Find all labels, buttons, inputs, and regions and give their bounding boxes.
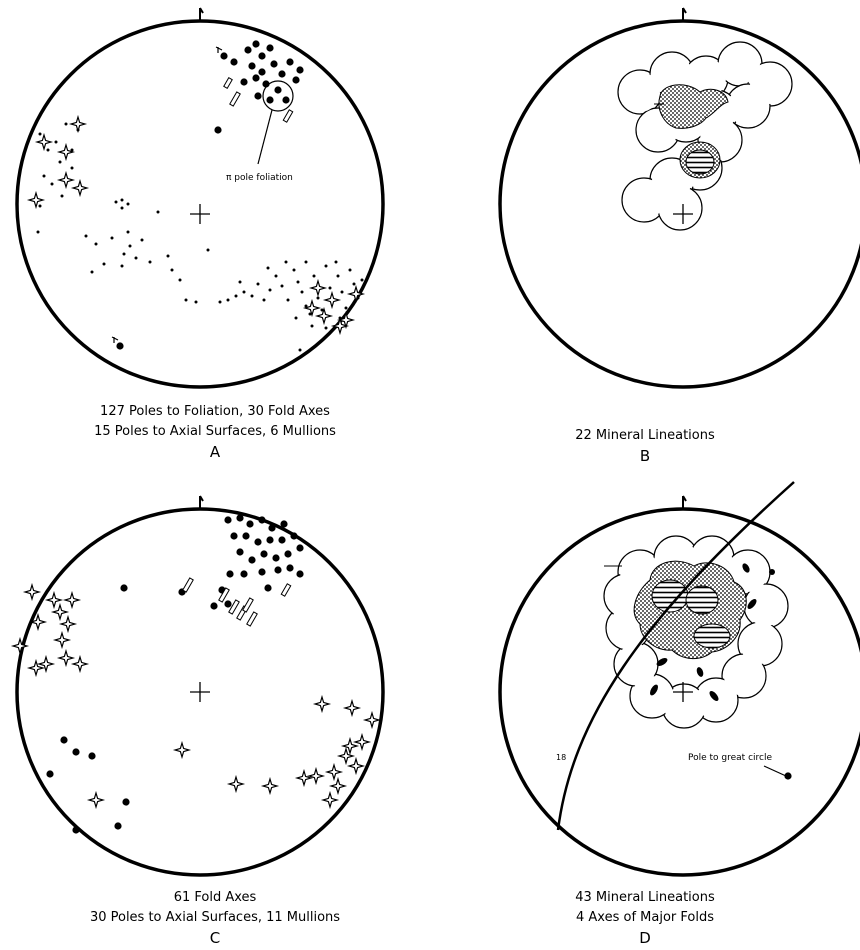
caption-d-line-1: 43 Mineral Lineations: [575, 890, 715, 905]
north-tick-d: [682, 495, 687, 509]
fold-axes-a: [214, 40, 304, 134]
center-cross-d: [673, 682, 693, 702]
stereonet-a: π pole foliation: [15, 7, 385, 389]
caption-a-line-2: 15 Poles to Axial Surfaces, 6 Mullions: [94, 424, 336, 439]
annotation-d: Pole to great circle: [688, 753, 772, 763]
stereonet-d: 18 Pole to great circle: [498, 481, 860, 877]
caption-b-line-1: 22 Mineral Lineations: [575, 428, 715, 443]
great-circle: [556, 481, 795, 831]
stereonet-b: [498, 7, 860, 389]
pole-to-great-circle-point: [784, 772, 792, 780]
panel-letter-b: B: [639, 447, 651, 465]
pi-pole-circle: [262, 80, 294, 112]
center-cross-c: [190, 682, 210, 702]
axial-surface-poles-c: [12, 584, 380, 808]
caption-a-line-1: 127 Poles to Foliation, 30 Fold Axes: [100, 404, 330, 419]
panel-letter-c: C: [209, 929, 221, 947]
caption-d-line-2: 4 Axes of Major Folds: [576, 910, 714, 925]
center-cross-b: [673, 204, 693, 224]
north-tick-a: [199, 7, 204, 21]
plunge-label-d: 18: [556, 753, 566, 762]
caption-a: 127 Poles to Foliation, 30 Fold Axes 15 …: [0, 402, 430, 462]
annotation-a: π pole foliation: [226, 173, 293, 183]
mullions-a: [223, 76, 294, 123]
panel-letter-a: A: [209, 443, 221, 461]
caption-c: 61 Fold Axes 30 Poles to Axial Surfaces,…: [0, 888, 430, 948]
fold-axes-c: [46, 514, 304, 834]
panel-letter-d: D: [639, 929, 651, 947]
contour-fill-b: [620, 44, 790, 228]
contour-stipple-b: [658, 84, 729, 179]
center-cross-a: [190, 204, 210, 224]
lineation-marks-d: [650, 563, 775, 701]
contour-stipple-d: [633, 560, 747, 659]
stereonet-c: [12, 495, 385, 877]
foliation-poles-a: [36, 122, 364, 352]
caption-c-line-2: 30 Poles to Axial Surfaces, 11 Mullions: [89, 910, 341, 925]
north-tick-b: [682, 7, 687, 21]
caption-d: 43 Mineral Lineations 4 Axes of Major Fo…: [430, 888, 860, 948]
caption-c-line-1: 61 Fold Axes: [173, 890, 257, 905]
north-tick-c: [199, 495, 204, 509]
caption-b: 22 Mineral Lineations B: [430, 426, 860, 466]
mullions-c: [182, 577, 292, 627]
